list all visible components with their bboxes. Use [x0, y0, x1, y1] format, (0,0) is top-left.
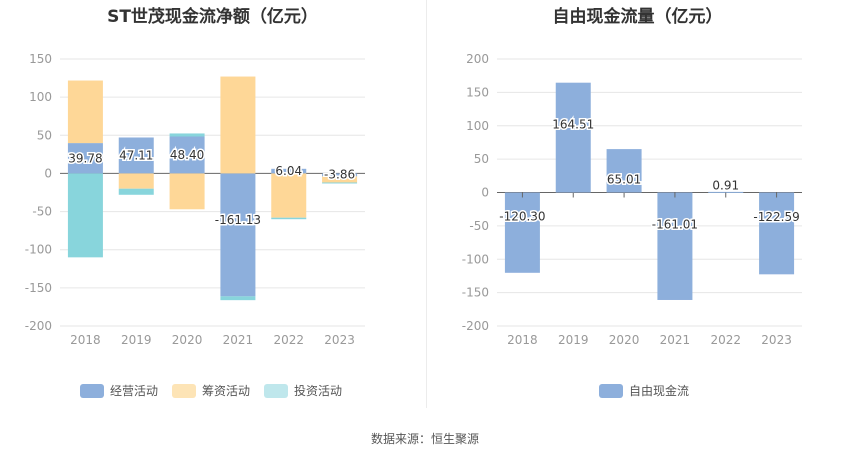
left-y-tick-label: 0 — [44, 166, 52, 180]
left-bar-operating — [271, 168, 307, 174]
left-bar-financing — [220, 76, 256, 174]
left-bar-financing — [169, 173, 205, 210]
left-bar-investing — [118, 188, 154, 195]
left-data-label: 48.40 — [170, 148, 204, 162]
right-bar-fcf — [657, 192, 693, 300]
left-bar-financing — [118, 173, 154, 189]
right-data-label: -122.59 — [753, 210, 799, 224]
right-y-tick-label: -50 — [469, 219, 489, 233]
right-y-tick-label: 200 — [466, 52, 489, 66]
right-data-label: 0.91 — [712, 179, 739, 193]
right-chart-legend: 自由现金流 — [599, 382, 703, 399]
left-chart-legend: 经营活动 筹资活动 投资活动 — [80, 382, 356, 399]
right-x-tick-label: 2020 — [609, 333, 640, 347]
left-bar-investing — [271, 217, 307, 220]
left-x-tick-label: 2021 — [223, 333, 254, 347]
left-data-label: 39.78 — [68, 151, 102, 165]
left-bar-investing — [169, 133, 205, 137]
legend-swatch-fcf — [599, 383, 623, 398]
left-bar-investing — [220, 296, 256, 301]
right-x-tick-label: 2019 — [558, 333, 589, 347]
left-data-label: 47.11 — [119, 148, 153, 162]
left-data-label: 6.04 — [275, 164, 302, 178]
left-y-tick-label: -50 — [32, 205, 52, 219]
left-data-label: -161.13 — [215, 213, 261, 227]
left-bar-operating — [67, 143, 103, 174]
legend-item-investing[interactable]: 投资活动 — [264, 382, 342, 399]
left-x-tick-label: 2019 — [121, 333, 152, 347]
left-bar-operating — [220, 173, 256, 297]
left-bar-operating — [118, 137, 154, 174]
legend-label-financing: 筹资活动 — [202, 384, 251, 398]
right-x-tick-label: 2022 — [710, 333, 741, 347]
left-bar-financing — [322, 176, 358, 183]
left-y-tick-label: -200 — [25, 319, 52, 333]
left-x-tick-label: 2022 — [273, 333, 304, 347]
legend-swatch-investing — [264, 383, 289, 398]
left-bar-operating — [169, 136, 205, 174]
right-data-label: 164.51 — [552, 117, 594, 131]
left-y-tick-label: -100 — [25, 243, 52, 257]
legend-item-operating[interactable]: 经营活动 — [80, 382, 158, 399]
legend-label-fcf: 自由现金流 — [629, 384, 690, 398]
right-data-label: -161.01 — [652, 218, 698, 232]
right-bar-fcf — [504, 192, 540, 273]
right-data-label: -120.30 — [499, 210, 545, 224]
left-bar-financing — [271, 173, 307, 218]
left-x-tick-label: 2020 — [172, 333, 203, 347]
left-y-tick-label: -150 — [25, 281, 52, 295]
right-bar-fcf — [606, 149, 642, 193]
right-data-label: 65.01 — [607, 172, 641, 186]
left-x-tick-label: 2018 — [70, 333, 101, 347]
right-y-tick-label: 100 — [466, 119, 489, 133]
legend-label-investing: 投资活动 — [294, 384, 343, 398]
right-y-tick-label: -150 — [462, 286, 489, 300]
left-bar-operating — [322, 173, 358, 177]
left-y-tick-label: 100 — [29, 90, 52, 104]
right-chart-title: 自由现金流量（亿元） — [552, 7, 723, 27]
right-y-tick-label: 0 — [481, 186, 489, 200]
right-y-tick-label: 150 — [466, 85, 489, 99]
right-x-tick-label: 2018 — [507, 333, 538, 347]
right-x-tick-label: 2023 — [761, 333, 792, 347]
left-y-tick-label: 150 — [29, 52, 52, 66]
legend-item-financing[interactable]: 筹资活动 — [172, 382, 250, 399]
legend-swatch-operating — [80, 383, 104, 398]
left-x-tick-label: 2023 — [324, 333, 355, 347]
right-y-tick-label: 50 — [474, 152, 489, 166]
left-data-label: -3.86 — [324, 168, 355, 182]
left-y-tick-label: 50 — [37, 128, 52, 142]
left-bar-investing — [67, 173, 103, 258]
right-bar-fcf — [708, 191, 744, 193]
left-bar-financing — [67, 80, 103, 144]
legend-label-operating: 经营活动 — [110, 384, 159, 398]
left-bar-investing — [322, 182, 358, 184]
right-bar-fcf — [759, 192, 795, 275]
data-source-note: 数据来源：恒生聚源 — [370, 432, 479, 446]
right-y-tick-label: -100 — [462, 252, 489, 266]
legend-swatch-financing — [172, 383, 197, 398]
legend-item-fcf[interactable]: 自由现金流 — [599, 382, 689, 399]
right-bar-fcf — [555, 82, 591, 193]
right-x-tick-label: 2021 — [660, 333, 691, 347]
right-y-tick-label: -200 — [462, 319, 489, 333]
left-chart-title: ST世茂现金流净额（亿元） — [107, 7, 318, 27]
panel-divider — [426, 0, 427, 408]
